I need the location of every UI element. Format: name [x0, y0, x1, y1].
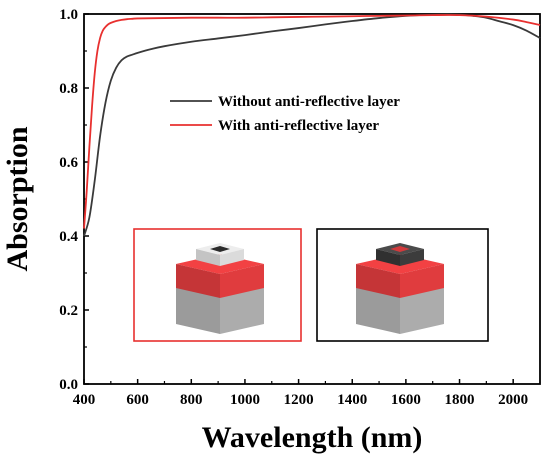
- x-axis: 400 600 800 1000 1200 1400 1600 1800 2000: [73, 379, 528, 408]
- legend: Without anti-reflective layer With anti-…: [170, 94, 400, 134]
- y-tick-label: 0.0: [59, 377, 78, 393]
- legend-label-with: With anti-reflective layer: [218, 118, 379, 134]
- top-layer-right-face: [220, 264, 264, 298]
- device-3d-icon-without-arl: [356, 243, 444, 334]
- base-layer-left-face: [176, 286, 220, 334]
- y-tick-label: 0.2: [59, 303, 78, 319]
- device-3d-icon-with-arl: [176, 243, 264, 334]
- x-tick-label: 800: [180, 392, 203, 408]
- top-layer-right-face: [400, 264, 444, 298]
- top-layer-left-face: [356, 264, 400, 298]
- y-tick-label: 0.4: [59, 229, 78, 245]
- x-tick-label: 1600: [391, 392, 421, 408]
- x-tick-label: 400: [73, 392, 96, 408]
- x-axis-title: Wavelength (nm): [202, 421, 423, 454]
- ring-left-face: [376, 249, 400, 266]
- ring-hole: [210, 246, 230, 252]
- y-axis-title: Absorption: [1, 126, 34, 271]
- y-tick-label: 0.6: [59, 155, 78, 171]
- x-tick-label: 1000: [230, 392, 260, 408]
- top-layer-left-face: [176, 264, 220, 298]
- y-axis: 0.0 0.2 0.4 0.6 0.8 1.0: [59, 7, 89, 393]
- x-tick-label: 600: [126, 392, 149, 408]
- base-layer-right-face: [220, 286, 264, 334]
- base-layer-left-face: [356, 286, 400, 334]
- ring-left-face: [196, 249, 220, 266]
- ring-hole: [390, 246, 410, 252]
- legend-label-without: Without anti-reflective layer: [218, 94, 400, 110]
- series-line-with-arl: [83, 14, 541, 229]
- inset-without-arl: [316, 228, 489, 342]
- ring-right-face: [400, 249, 424, 266]
- y-tick-label: 1.0: [59, 7, 78, 23]
- x-tick-label: 1400: [337, 392, 367, 408]
- x-tick-label: 2000: [498, 392, 528, 408]
- inset-with-arl: [133, 228, 302, 342]
- x-tick-label: 1200: [284, 392, 314, 408]
- x-tick-label: 1800: [445, 392, 475, 408]
- series-group: [83, 13, 541, 237]
- y-tick-label: 0.8: [59, 81, 78, 97]
- base-layer-right-face: [400, 286, 444, 334]
- ring-right-face: [220, 249, 244, 266]
